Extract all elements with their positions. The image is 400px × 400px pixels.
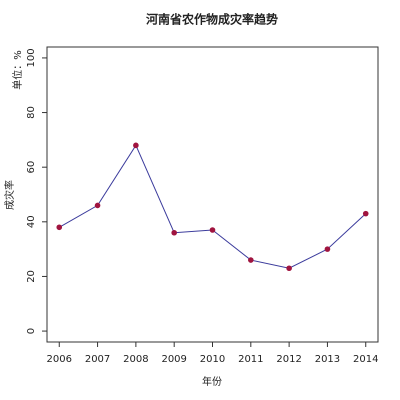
unit-label: 单位：% xyxy=(11,50,24,90)
x-tick-label: 2013 xyxy=(315,354,340,365)
point xyxy=(209,227,216,233)
x-tick-label: 2012 xyxy=(276,354,301,365)
x-tick-label: 2011 xyxy=(238,354,263,365)
point xyxy=(286,265,292,272)
x-tick-label: 2006 xyxy=(47,354,72,365)
x-axis-label: 年份 xyxy=(202,375,222,388)
line xyxy=(59,144,367,269)
y-tick-label: 100 xyxy=(26,48,37,67)
x-tick-label: 2008 xyxy=(123,354,148,365)
point xyxy=(324,246,331,252)
point xyxy=(171,229,177,236)
y-tick-label: 0 xyxy=(26,328,37,334)
x-tick-label: 2010 xyxy=(200,354,225,365)
point xyxy=(56,224,63,231)
y-axis-label: 成灾率 xyxy=(3,180,16,210)
y-tick-label: 60 xyxy=(26,161,37,174)
plot-frame xyxy=(46,46,379,343)
point xyxy=(133,142,139,149)
x-tick-label: 2007 xyxy=(85,354,110,365)
y-tick-label: 40 xyxy=(26,215,37,228)
chart-title: 河南省农作物成灾率趋势 xyxy=(145,12,278,27)
point xyxy=(362,210,369,217)
x-tick-label: 2014 xyxy=(353,354,378,365)
point xyxy=(248,257,254,263)
point xyxy=(94,202,101,209)
y-tick-label: 20 xyxy=(26,270,37,283)
y-tick-label: 80 xyxy=(26,106,37,119)
x-tick-label: 2009 xyxy=(161,354,186,365)
